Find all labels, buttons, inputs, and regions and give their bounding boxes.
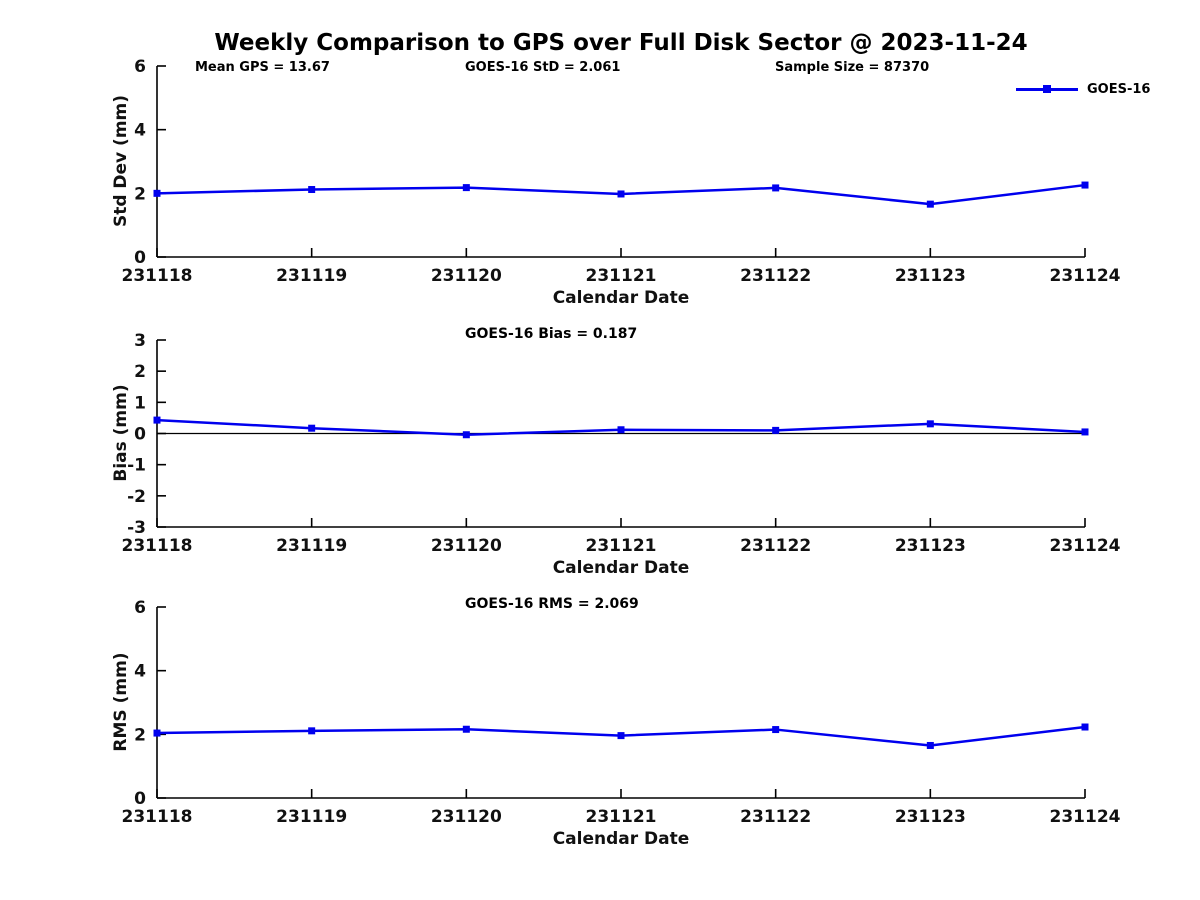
xlabel-calendar-date-2: Calendar Date: [552, 558, 690, 578]
series-marker-goes-16: [153, 189, 161, 197]
xlabel-calendar-date-1: Calendar Date: [552, 288, 690, 308]
series-marker-goes-16: [308, 727, 316, 735]
x-tick-label: 231121: [586, 807, 657, 827]
x-tick-label: 231120: [431, 536, 502, 556]
std-dev-panel-plot: 0 2 4 6 231118 231119 231120 231121 231122 231123…: [122, 57, 1121, 286]
x-tick-label: 231124: [1050, 536, 1121, 556]
series-marker-goes-16: [153, 416, 161, 424]
series-marker-goes-16: [617, 190, 625, 198]
y-tick-label: 2: [134, 725, 146, 745]
x-tick-label: 231118: [122, 536, 193, 556]
series-marker-goes-16: [153, 729, 161, 737]
series-marker-goes-16: [462, 184, 470, 192]
x-tick-label: 231122: [740, 536, 811, 556]
x-tick-label: 231122: [740, 266, 811, 286]
y-tick-label: 0: [134, 248, 146, 268]
legend-line-sample: [1016, 85, 1078, 93]
annotation-goes16-bias: GOES-16 Bias = 0.187: [465, 326, 638, 342]
series-marker-goes-16: [772, 726, 780, 734]
annotation-sample-size: Sample Size = 87370: [775, 60, 930, 75]
y-tick-label: 3: [134, 331, 146, 351]
series-marker-goes-16: [772, 184, 780, 192]
x-tick-label: 231119: [276, 266, 347, 286]
annotation-mean-gps: Mean GPS = 13.67: [195, 60, 330, 75]
y-tick-label: -3: [127, 518, 146, 538]
x-tick-label: 231123: [895, 536, 966, 556]
series-marker-goes-16: [926, 420, 934, 428]
x-tick-label: 231122: [740, 807, 811, 827]
xlabel-calendar-date-3: Calendar Date: [552, 829, 690, 849]
y-tick-label: -1: [127, 456, 146, 476]
y-tick-label: 0: [134, 425, 146, 445]
x-tick-label: 231120: [431, 807, 502, 827]
y-tick-label: 2: [134, 184, 146, 204]
y-tick-label: 1: [134, 393, 146, 413]
series-marker-goes-16: [617, 426, 625, 434]
ylabel-rms: RMS (mm): [111, 652, 131, 752]
series-marker-goes-16: [926, 200, 934, 208]
x-tick-label: 231119: [276, 807, 347, 827]
series-marker-goes-16: [1081, 428, 1089, 436]
rms-panel-plot: 0 2 4 6 231118 231119 231120 231121 231122 231123…: [122, 598, 1121, 827]
ylabel-std-dev: Std Dev (mm): [111, 94, 131, 228]
series-marker-goes-16: [308, 186, 316, 194]
y-tick-label: 0: [134, 789, 146, 809]
y-tick-label: 6: [134, 598, 146, 618]
legend-label: GOES-16: [1087, 81, 1151, 97]
y-tick-label: 6: [134, 57, 146, 77]
x-tick-label: 231124: [1050, 266, 1121, 286]
ylabel-bias: Bias (mm): [111, 384, 131, 482]
y-tick-label: 2: [134, 362, 146, 382]
series-marker-goes-16: [308, 424, 316, 432]
y-tick-label: 4: [134, 662, 146, 682]
series-marker-goes-16: [1081, 723, 1089, 731]
x-tick-label: 231123: [895, 266, 966, 286]
series-marker-goes-16: [926, 741, 934, 749]
series-marker-goes-16: [617, 732, 625, 740]
bias-panel-plot: -3 -2 -1 0 1 2 3 231118 231119 231120 231121 231122…: [122, 331, 1121, 556]
annotation-goes16-std: GOES-16 StD = 2.061: [465, 60, 621, 75]
x-tick-label: 231121: [586, 536, 657, 556]
series-marker-goes-16: [462, 725, 470, 733]
x-tick-label: 231120: [431, 266, 502, 286]
series-marker-goes-16: [462, 431, 470, 439]
x-tick-label: 231121: [586, 266, 657, 286]
y-tick-label: -2: [127, 487, 146, 507]
x-tick-label: 231118: [122, 266, 193, 286]
series-marker-goes-16: [1081, 181, 1089, 189]
y-tick-label: 4: [134, 121, 146, 141]
x-tick-label: 231123: [895, 807, 966, 827]
x-tick-label: 231119: [276, 536, 347, 556]
legend: GOES-16: [1016, 81, 1150, 97]
annotation-goes16-rms: GOES-16 RMS = 2.069: [465, 596, 639, 612]
x-tick-label: 231124: [1050, 807, 1121, 827]
legend-square-marker-icon: [1043, 85, 1051, 93]
x-tick-label: 231118: [122, 807, 193, 827]
figure-title: Weekly Comparison to GPS over Full Disk …: [214, 30, 1028, 56]
series-marker-goes-16: [772, 426, 780, 434]
